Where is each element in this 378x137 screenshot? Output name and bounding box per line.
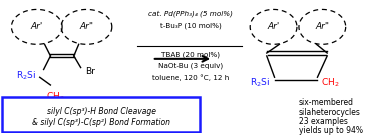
Text: $\mathregular{R_2Si}$: $\mathregular{R_2Si}$ [16, 69, 36, 82]
Text: t-Bu₃P (10 mol%): t-Bu₃P (10 mol%) [160, 22, 222, 28]
Text: 23 examples: 23 examples [299, 117, 348, 126]
Text: $\mathregular{CH_2}$: $\mathregular{CH_2}$ [321, 77, 340, 89]
Text: TBAB (20 mol%): TBAB (20 mol%) [161, 51, 220, 58]
Text: yields up to 94%: yields up to 94% [299, 126, 363, 135]
Text: Br: Br [85, 67, 95, 76]
Text: Ar': Ar' [267, 22, 280, 31]
Text: Ar": Ar" [79, 22, 93, 31]
Text: $\mathregular{R_2Si}$: $\mathregular{R_2Si}$ [249, 77, 270, 89]
Text: Ar": Ar" [315, 22, 329, 31]
Text: toluene, 120 °C, 12 h: toluene, 120 °C, 12 h [152, 74, 229, 81]
Text: NaOt-Bu (3 equiv): NaOt-Bu (3 equiv) [158, 63, 223, 69]
Text: Ar': Ar' [31, 22, 43, 31]
Text: silaheterocycles: silaheterocycles [299, 108, 361, 117]
Text: cat. Pd(PPh₃)₄ (5 mol%): cat. Pd(PPh₃)₄ (5 mol%) [148, 10, 233, 17]
Text: silyl C(sp³)-H Bond Cleavage: silyl C(sp³)-H Bond Cleavage [46, 107, 156, 116]
Text: & silyl C(sp³)-C(sp²) Bond Formation: & silyl C(sp³)-C(sp²) Bond Formation [32, 118, 170, 127]
Text: six-membered: six-membered [299, 98, 354, 107]
Text: $\mathregular{CH_3}$: $\mathregular{CH_3}$ [46, 91, 65, 103]
FancyBboxPatch shape [2, 97, 200, 132]
